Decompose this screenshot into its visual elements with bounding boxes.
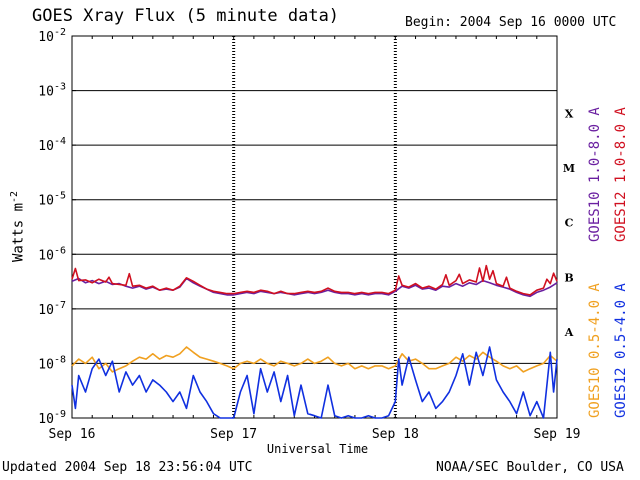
y-tick-base: 10 [38, 412, 54, 427]
y-tick-label: 10-6 [38, 245, 66, 263]
updated-timestamp: Updated 2004 Sep 18 23:56:04 UTC [2, 460, 253, 475]
y-tick-exponent: -6 [54, 245, 66, 256]
flare-class-a: A [564, 326, 574, 339]
legend-entry: GOES12 1.0-8.0 A [613, 107, 629, 242]
y-tick-exponent: -9 [54, 409, 66, 420]
y-tick-base: 10 [38, 357, 54, 372]
legend-entry: GOES10 0.5-4.0 A [587, 283, 603, 418]
series-line-3 [71, 346, 558, 373]
x-tick-label: Sep 17 [210, 427, 257, 442]
x-tick-label: Sep 16 [49, 427, 96, 442]
chart-title: GOES Xray Flux (5 minute data) [32, 6, 340, 26]
y-tick-base: 10 [38, 85, 54, 100]
y-tick-base: 10 [38, 30, 54, 45]
y-tick-label: 10-7 [38, 300, 66, 318]
legend-entry: GOES10 1.0-8.0 A [587, 107, 603, 242]
y-tick-label: 10-4 [38, 136, 66, 154]
y-axis-label: Watts m-2 [9, 191, 27, 262]
y-tick-label: 10-3 [38, 82, 66, 100]
x-axis-label: Universal Time [267, 442, 368, 456]
y-tick-label: 10-2 [38, 27, 66, 45]
legend-entry: GOES12 0.5-4.0 A [613, 283, 629, 418]
flare-class-m: M [563, 162, 575, 175]
credit-label: NOAA/SEC Boulder, CO USA [436, 460, 624, 475]
plot-frame [71, 35, 558, 419]
series-line-2 [71, 264, 558, 296]
x-tick-label: Sep 19 [534, 427, 581, 442]
y-tick-label: 10-8 [38, 354, 66, 372]
y-tick-base: 10 [38, 139, 54, 154]
y-tick-label: 10-9 [38, 409, 66, 427]
flare-class-x: X [565, 108, 574, 121]
y-tick-exponent: -3 [54, 82, 66, 93]
y-tick-exponent: -4 [54, 136, 66, 147]
y-tick-label: 10-5 [38, 191, 66, 209]
series-line-4 [71, 346, 558, 419]
begin-time-label: Begin: 2004 Sep 16 0000 UTC [405, 15, 617, 30]
y-tick-base: 10 [38, 194, 54, 209]
y-tick-base: 10 [38, 248, 54, 263]
flare-class-b: B [564, 271, 573, 284]
y-axis-label-exponent: -2 [9, 190, 20, 203]
flare-class-c: C [565, 217, 574, 230]
y-tick-exponent: -7 [54, 300, 66, 311]
x-tick-label: Sep 18 [372, 427, 419, 442]
y-tick-exponent: -5 [54, 191, 66, 202]
y-axis-label-text: Watts m [10, 202, 27, 262]
y-tick-exponent: -8 [54, 354, 66, 365]
y-tick-exponent: -2 [54, 27, 66, 38]
y-tick-base: 10 [38, 303, 54, 318]
